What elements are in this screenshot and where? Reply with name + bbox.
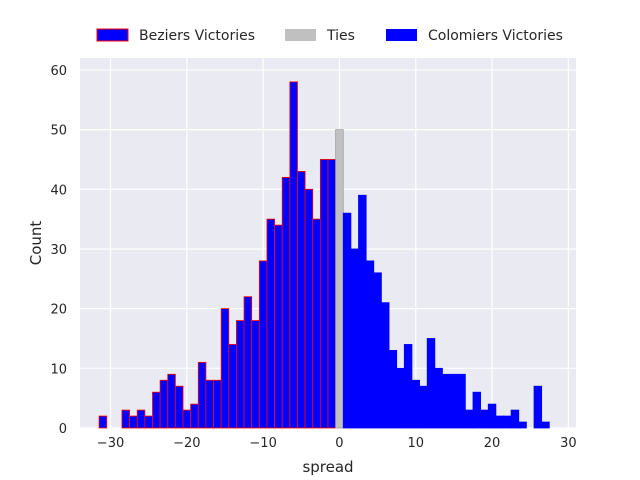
bar-beziers-victories (197, 361, 207, 429)
bar-beziers-victories (182, 409, 192, 429)
legend-swatch-ties (285, 29, 316, 41)
bar-colomiers-victories (503, 415, 512, 429)
x-tick-label: −20 (173, 436, 200, 451)
legend-label-colomiers: Colomiers Victories (428, 28, 563, 44)
bar-ties (335, 129, 344, 429)
x-axis-label: spread (302, 458, 353, 476)
bar-colomiers-victories (442, 373, 451, 429)
bar-colomiers-victories (365, 260, 375, 429)
x-tick-labels: −30 −20 −10 0 10 20 30 (97, 436, 577, 451)
bar-beziers-victories (213, 379, 222, 429)
bar-colomiers-victories (480, 409, 489, 429)
bar-colomiers-victories (495, 415, 504, 429)
bar-colomiers-victories (541, 421, 550, 429)
bar-colomiers-victories (388, 350, 398, 429)
bar-beziers-victories (205, 379, 214, 429)
y-tick-labels: 0 10 20 30 40 50 60 (50, 64, 67, 437)
bar-colomiers-victories (457, 373, 466, 429)
bar-beziers-victories (289, 81, 298, 429)
bar-colomiers-victories (434, 367, 443, 429)
bar-colomiers-victories (419, 385, 428, 429)
bar-beziers-victories (258, 260, 268, 429)
y-tick-label: 50 (50, 124, 67, 139)
bar-beziers-victories (312, 218, 321, 429)
y-tick-label: 10 (50, 362, 67, 377)
bar-beziers-victories (228, 344, 237, 429)
bar-beziers-victories (136, 409, 146, 429)
bar-beziers-victories (266, 218, 275, 429)
x-tick-label: 20 (484, 436, 501, 451)
bar-colomiers-victories (510, 409, 520, 429)
bar-colomiers-victories (464, 409, 474, 429)
bar-colomiers-victories (426, 338, 436, 429)
y-axis-label: Count (27, 221, 45, 266)
bar-colomiers-victories (449, 373, 459, 429)
bar-beziers-victories (236, 320, 245, 429)
bar-colomiers-victories (533, 385, 543, 429)
bar-colomiers-victories (411, 379, 420, 429)
bar-beziers-victories (98, 415, 108, 429)
legend-swatch-colomiers (386, 29, 417, 41)
y-tick-label: 30 (50, 243, 67, 258)
y-tick-label: 20 (50, 303, 67, 318)
bar-colomiers-victories (350, 248, 359, 429)
x-tick-label: 10 (407, 436, 424, 451)
bar-colomiers-victories (518, 421, 527, 429)
bars (98, 81, 550, 429)
bar-beziers-victories (167, 373, 176, 429)
bar-colomiers-victories (342, 212, 352, 429)
y-tick-label: 0 (59, 422, 67, 437)
legend-label-beziers: Beziers Victories (139, 28, 255, 44)
bar-beziers-victories (121, 409, 130, 429)
bar-beziers-victories (327, 159, 337, 429)
x-tick-label: 0 (335, 436, 343, 451)
bar-colomiers-victories (396, 367, 405, 429)
bar-beziers-victories (220, 308, 230, 429)
bar-beziers-victories (152, 391, 161, 429)
bar-beziers-victories (144, 415, 153, 429)
x-tick-label: −10 (249, 436, 276, 451)
bar-beziers-victories (129, 415, 138, 429)
x-tick-label: −30 (97, 436, 124, 451)
bar-colomiers-victories (373, 272, 382, 429)
y-tick-label: 60 (50, 64, 67, 79)
legend: Beziers Victories Ties Colomiers Victori… (96, 28, 563, 44)
bar-beziers-victories (174, 385, 184, 429)
bar-beziers-victories (304, 188, 314, 429)
bar-colomiers-victories (358, 194, 367, 429)
bar-colomiers-victories (487, 403, 497, 429)
bar-beziers-victories (159, 379, 169, 429)
bar-beziers-victories (190, 403, 199, 429)
bar-beziers-victories (297, 170, 306, 429)
y-tick-label: 40 (50, 183, 67, 198)
legend-swatch-beziers (96, 28, 129, 42)
bar-colomiers-victories (381, 302, 390, 429)
x-tick-label: 30 (560, 436, 577, 451)
bar-beziers-victories (319, 159, 329, 429)
bar-colomiers-victories (403, 344, 413, 429)
bar-beziers-victories (274, 224, 283, 429)
bar-beziers-victories (281, 176, 291, 429)
bar-beziers-victories (243, 296, 253, 429)
legend-label-ties: Ties (326, 28, 355, 44)
bar-beziers-victories (251, 320, 260, 429)
bar-colomiers-victories (472, 391, 482, 429)
